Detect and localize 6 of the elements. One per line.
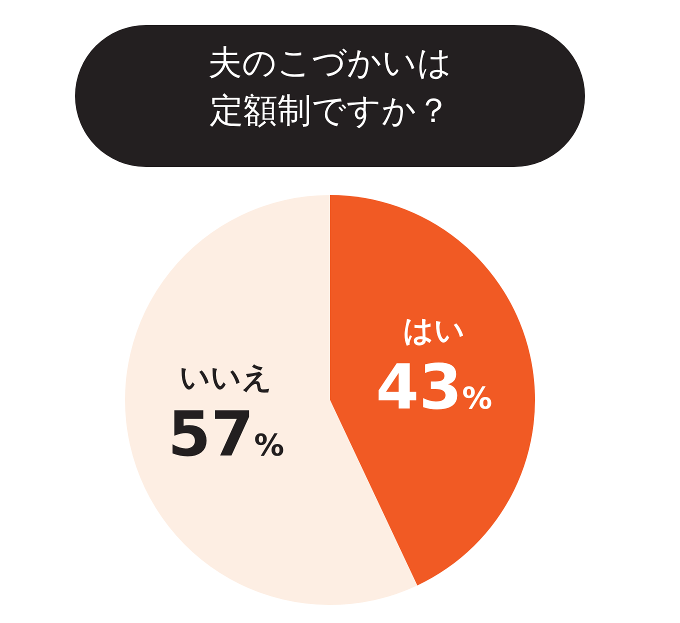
data-label: 43%: [376, 350, 492, 424]
chart-title: 夫のこづかいは定額制ですか？: [208, 43, 452, 131]
data-label: 57%: [168, 397, 284, 470]
pie-slice: [330, 195, 535, 586]
slice-label: いいえ: [179, 360, 272, 396]
slice-label: はい: [403, 314, 466, 349]
